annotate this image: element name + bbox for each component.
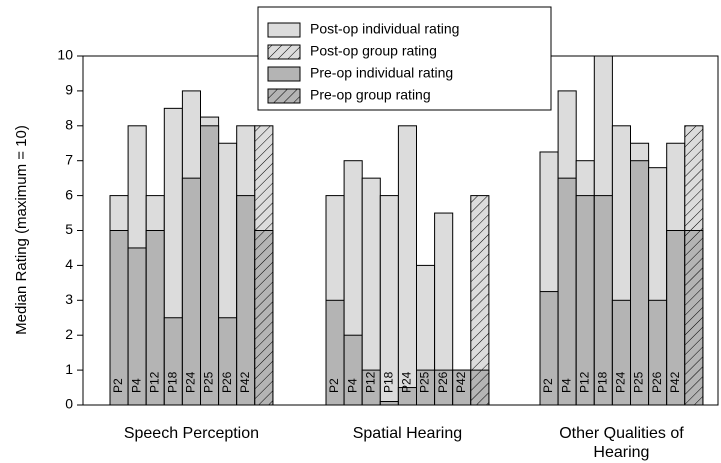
legend-swatch — [267, 66, 301, 82]
legend-label: Post-op group rating — [310, 43, 437, 59]
bar — [684, 230, 704, 406]
legend-label: Pre-op group rating — [310, 87, 431, 103]
participant-label: P26 — [650, 371, 664, 393]
participant-label: P26 — [436, 371, 450, 393]
bar — [557, 177, 577, 406]
participant-label: P25 — [202, 371, 216, 393]
legend-swatch — [267, 22, 301, 38]
y-tick-label: 0 — [65, 396, 73, 412]
bar — [379, 401, 399, 406]
legend-box — [257, 6, 552, 111]
participant-label: P25 — [418, 371, 432, 393]
participant-label: P42 — [668, 371, 682, 393]
group-label: Other Qualities of Hearing — [559, 425, 684, 461]
participant-label: P42 — [454, 371, 468, 393]
bar — [630, 160, 650, 406]
participant-label: P4 — [559, 378, 573, 393]
participant-label: P18 — [382, 371, 396, 393]
bar — [181, 177, 201, 406]
y-tick-label: 1 — [65, 361, 73, 377]
participant-label: P24 — [400, 371, 414, 393]
y-tick-label: 10 — [57, 47, 73, 63]
legend-swatch — [267, 88, 301, 104]
participant-label: P4 — [129, 378, 143, 393]
y-tick-label: 3 — [65, 291, 73, 307]
y-tick-label: 9 — [65, 82, 73, 98]
legend-label: Pre-op individual rating — [310, 65, 453, 81]
bar — [200, 125, 220, 406]
y-tick-label: 8 — [65, 117, 73, 133]
legend-swatch — [267, 44, 301, 60]
participant-label: P24 — [614, 371, 628, 393]
group-label: Speech Perception — [123, 425, 260, 442]
group-label: Spatial Hearing — [352, 425, 463, 442]
bar — [254, 230, 274, 406]
bar — [470, 369, 490, 406]
participant-label: P24 — [184, 371, 198, 393]
participant-label: P12 — [577, 371, 591, 393]
participant-label: P18 — [596, 371, 610, 393]
y-axis-label: Median Rating (maximum = 10) — [13, 125, 30, 335]
participant-label: P26 — [220, 371, 234, 393]
participant-label: P4 — [345, 378, 359, 393]
y-tick-label: 7 — [65, 151, 73, 167]
legend-label: Post-op individual rating — [310, 21, 459, 37]
y-tick-label: 6 — [65, 186, 73, 202]
bar — [343, 334, 363, 406]
y-tick-label: 2 — [65, 326, 73, 342]
participant-label: P2 — [327, 378, 341, 393]
participant-label: P12 — [147, 371, 161, 393]
participant-label: P2 — [111, 378, 125, 393]
participant-label: P2 — [541, 378, 555, 393]
y-tick-label: 5 — [65, 221, 73, 237]
participant-label: P18 — [166, 371, 180, 393]
participant-label: P42 — [238, 371, 252, 393]
bar — [397, 125, 417, 406]
y-tick-label: 4 — [65, 256, 73, 272]
participant-label: P12 — [363, 371, 377, 393]
participant-label: P25 — [632, 371, 646, 393]
